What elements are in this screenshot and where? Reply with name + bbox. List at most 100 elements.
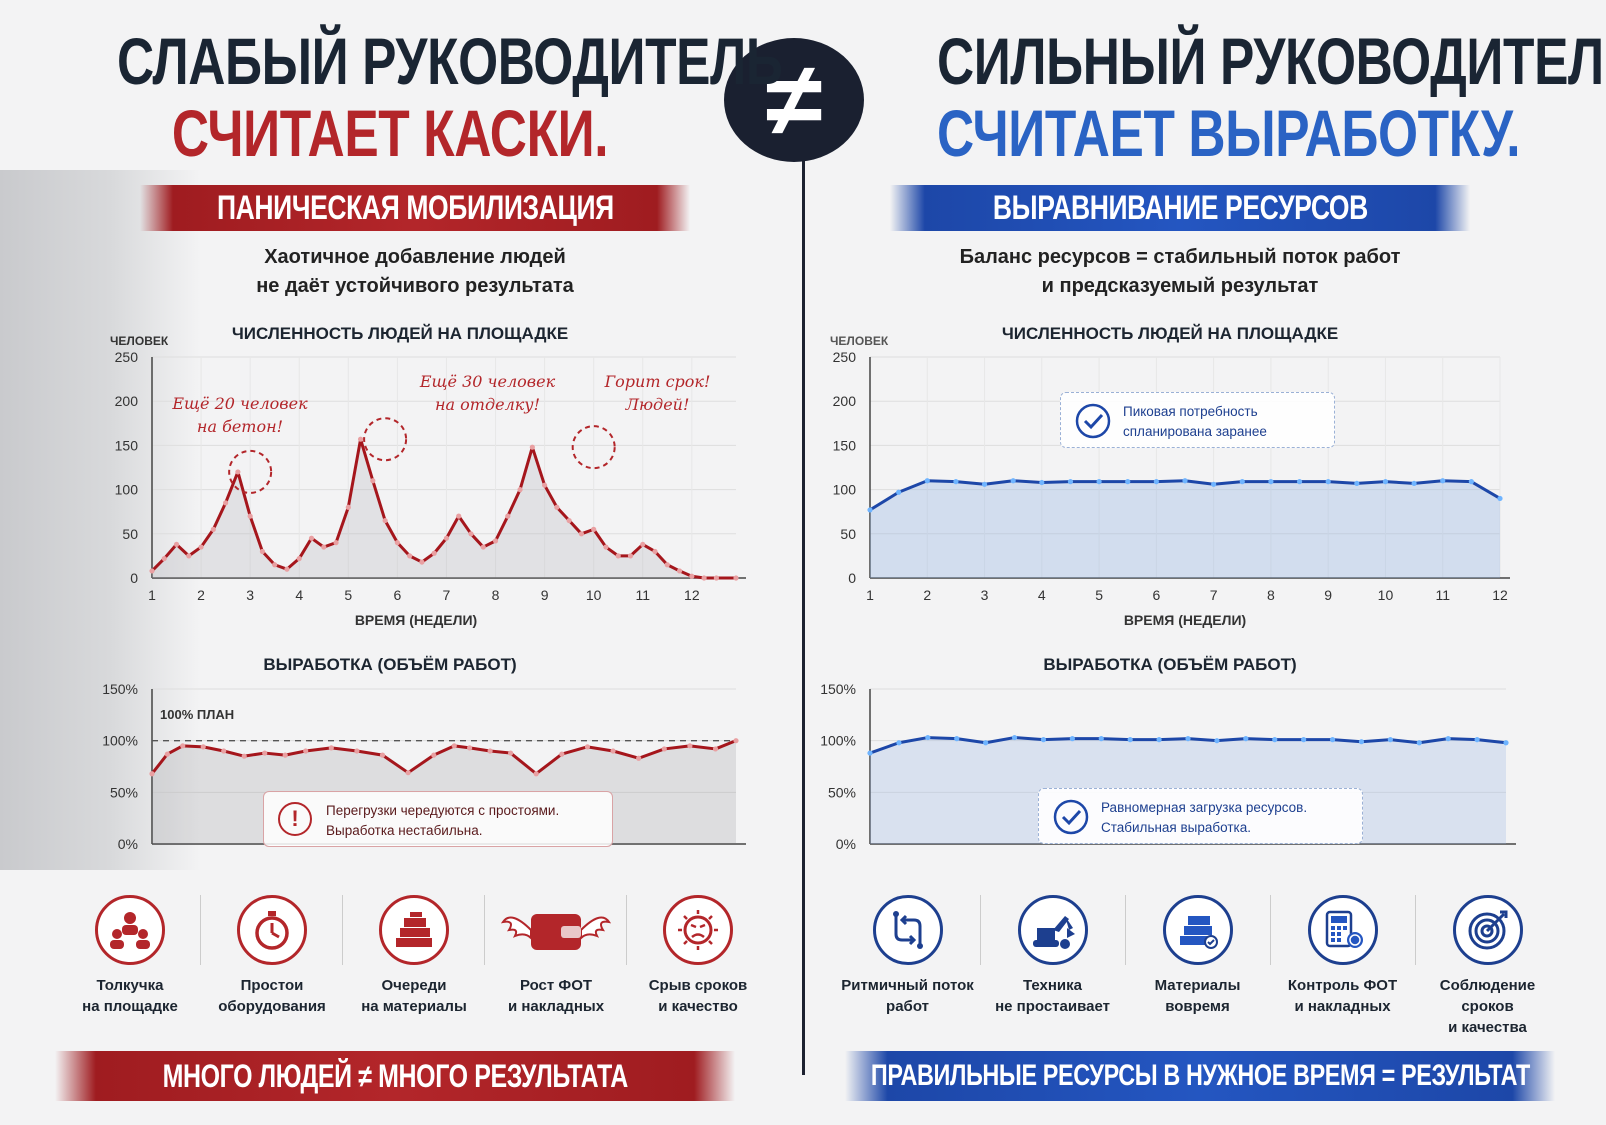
data-point [896,489,902,495]
left-icon-2-line1: Простои [240,977,304,994]
right-icon-label: Материалы вовремя [1125,975,1270,1017]
left-icon-item: Очереди на материалы [344,895,484,1017]
data-point [1411,480,1417,487]
data-point [221,748,227,754]
data-point [354,748,360,754]
data-point [186,553,192,559]
data-point [149,771,155,777]
check-circle-icon [1075,403,1111,439]
right-icon-label: Контроль ФОТ и накладных [1270,975,1415,1017]
materials-stack-icon [379,895,449,965]
left-icon-3-line1: Очереди [381,977,447,994]
data-point [1387,737,1393,743]
data-point [379,752,386,758]
left-icon-item: Срыв сроков и качество [628,895,768,1017]
target-icon [1452,895,1523,965]
data-point [419,559,425,565]
check-circle-icon [1053,799,1089,835]
annotation-concrete-line1: Ещё 20 человек [172,394,308,413]
left-title-line1: СЛАБЫЙ РУКОВОДИТЕЛЬ [117,24,783,98]
data-point [664,562,670,568]
left-icon-label: Срыв сроков и качество [628,975,768,1017]
data-point [554,504,560,510]
data-point [1182,478,1188,484]
data-point [584,744,591,750]
icon-divider [1125,895,1126,965]
data-point [867,750,873,756]
data-point [983,740,989,746]
annotation-deadline-line2: Людей! [625,395,690,414]
data-point [1185,736,1191,742]
left-output-note-text: Перегрузки чередуются с простоями. Выраб… [326,801,559,841]
left-icon-2-line2: оборудования [218,998,326,1015]
right-banner-text: ВЫРАВНИВАНИЕ РЕСУРСОВ [992,188,1368,227]
data-point [272,562,278,568]
data-point [578,531,585,537]
data-point [1156,737,1162,743]
data-point [467,745,473,751]
data-point [1153,479,1159,485]
data-point [953,479,959,485]
right-people-note-line1: Пиковая потребность [1123,404,1258,419]
data-point [733,575,739,581]
data-point [303,748,309,754]
y-tick-label: 150% [820,681,856,697]
x-tick-label: 9 [1324,587,1332,603]
icon-divider [200,895,201,965]
series-line [150,437,736,580]
x-tick-label: 4 [295,587,303,603]
right-icon-4-line1: Контроль ФОТ [1287,977,1398,994]
right-icon-item: Материалы вовремя [1125,895,1270,1017]
left-title-line2: СЧИТАЕТ КАСКИ. [171,96,609,170]
x-tick-label: 7 [443,587,451,603]
icon-divider [980,895,981,965]
right-output-title: ВЫРАБОТКА (ОБЪЁМ РАБОТ) [1043,655,1297,674]
x-tick-label: 12 [684,587,700,603]
right-people-ylabel: ЧЕЛОВЕК [830,334,889,348]
data-point [173,541,180,548]
right-banner: ВЫРАВНИВАНИЕ РЕСУРСОВ [890,185,1470,231]
data-point [262,750,268,756]
data-point [1211,481,1217,487]
y-tick-label: 200 [115,393,139,409]
data-point [200,744,206,750]
right-icon-item: Контроль ФОТ и накладных [1270,895,1415,1017]
right-people-note-text: Пиковая потребность спланирована заранее [1123,402,1267,442]
data-point [505,513,511,519]
x-tick-label: 11 [635,587,650,603]
data-point [328,745,334,751]
right-output-chart: ВЫРАБОТКА (ОБЪЁМ РАБОТ) 0% 50% 100% 150% Ра… [820,655,1540,875]
x-tick-label: 1 [866,587,874,603]
data-point [1098,736,1104,742]
data-point [164,751,170,757]
data-point [559,751,565,757]
data-point [1296,479,1303,485]
data-point [468,531,474,537]
data-point [407,553,413,559]
annotation-deadline: Горит срок! Людей! [590,370,725,416]
data-point [924,478,930,484]
left-icon-label: Рост ФОТ и накладных [486,975,626,1017]
data-point [896,740,902,746]
right-icon-3-line2: вовремя [1165,998,1230,1015]
x-tick-label: 4 [1038,587,1046,603]
data-point [867,507,873,513]
x-axis-label: ВРЕМЯ (НЕДЕЛИ) [355,612,477,628]
data-point [1010,478,1016,484]
y-tick-label: 50 [122,526,138,542]
data-point [149,568,155,574]
right-output-note-line2: Стабильная выработка. [1101,820,1251,835]
right-bottom-banner: ПРАВИЛЬНЫЕ РЕСУРСЫ В НУЖНОЕ ВРЕМЯ = РЕЗУ… [845,1051,1555,1101]
y-tick-label: 0 [848,570,856,586]
x-tick-label: 11 [1435,587,1450,603]
warning-icon: ! [278,802,312,836]
y-tick-label: 50 [840,526,856,542]
left-output-note-line1: Перегрузки чередуются с простоями. [326,803,560,818]
data-point [954,736,960,742]
data-point [180,743,186,749]
y-tick-label: 150 [115,437,139,453]
y-tick-label: 0% [836,836,856,852]
y-tick-label: 0% [118,836,138,852]
x-tick-label: 10 [586,587,602,603]
